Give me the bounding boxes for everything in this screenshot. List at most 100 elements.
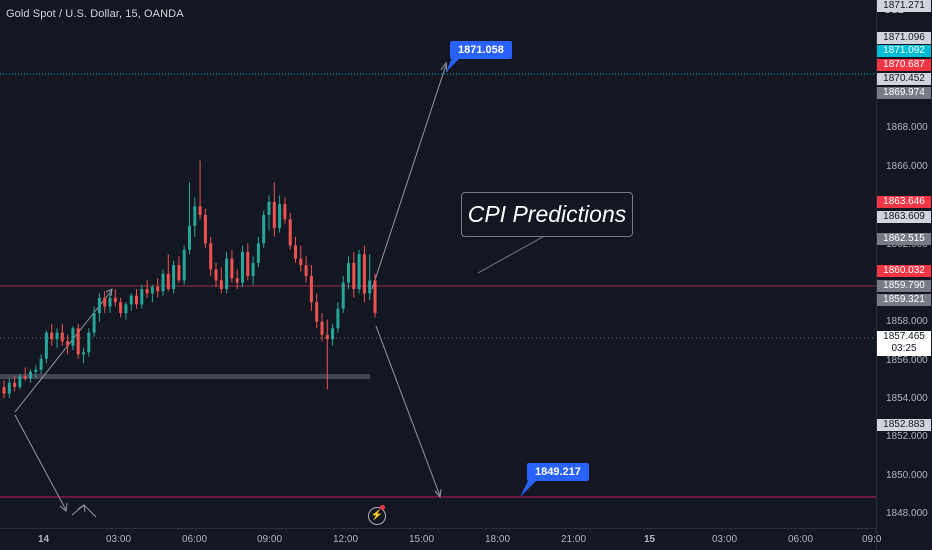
candle-body bbox=[92, 313, 96, 333]
time-axis-label: 15 bbox=[644, 534, 656, 545]
candle-body bbox=[309, 275, 313, 303]
candle-body bbox=[256, 243, 260, 263]
price-tag: 1852.883 bbox=[877, 419, 931, 431]
time-axis-label: 12:00 bbox=[333, 534, 359, 545]
price-axis-label: 1856.000 bbox=[886, 355, 928, 366]
candle-body bbox=[129, 295, 133, 305]
candle-body bbox=[156, 286, 160, 292]
candle-body bbox=[108, 297, 112, 307]
candle-body bbox=[362, 254, 366, 294]
price-axis-label: 1868.000 bbox=[886, 122, 928, 133]
last-price-box: 1857.465 03:25 bbox=[877, 331, 931, 356]
target-down-callout[interactable]: 1849.217 bbox=[527, 463, 589, 481]
price-tag: 1870.687 bbox=[877, 59, 931, 71]
arrow-up-line bbox=[371, 64, 447, 290]
candle-body bbox=[140, 289, 144, 305]
price-axis-label: 1848.000 bbox=[886, 508, 928, 519]
candle-body bbox=[161, 273, 165, 292]
candle-body bbox=[177, 265, 181, 281]
candle-body bbox=[76, 328, 80, 355]
price-tag: 1863.646 bbox=[877, 196, 931, 208]
candle-body bbox=[299, 258, 303, 266]
candle-body bbox=[50, 332, 54, 340]
price-axis-label: 1866.000 bbox=[886, 161, 928, 172]
candle-body bbox=[34, 369, 38, 372]
time-axis-label: 14 bbox=[38, 534, 50, 545]
arrow-early-down bbox=[14, 414, 67, 511]
candle-body bbox=[87, 332, 91, 353]
candle-body bbox=[347, 262, 350, 283]
time-axis-separator bbox=[0, 528, 876, 529]
candle-body bbox=[331, 328, 335, 340]
candle-body bbox=[325, 334, 329, 340]
candle-body bbox=[66, 341, 70, 346]
candle-body bbox=[272, 201, 276, 229]
candle-body bbox=[214, 269, 218, 281]
candle-body bbox=[283, 204, 287, 220]
candle-body bbox=[60, 332, 64, 342]
price-axis-label: 1850.000 bbox=[886, 470, 928, 481]
candle-body bbox=[188, 225, 191, 250]
notification-dot bbox=[380, 505, 385, 510]
price-tag: 1859.790 bbox=[877, 280, 931, 292]
price-tag: 1862.515 bbox=[877, 233, 931, 245]
callout-up-pointer bbox=[446, 58, 460, 72]
candle-body bbox=[23, 376, 27, 379]
price-axis-label: 1852.000 bbox=[886, 431, 928, 442]
candle-body bbox=[97, 297, 101, 314]
price-tag: 1860.032 bbox=[877, 265, 931, 277]
candle-body bbox=[71, 328, 75, 346]
price-tag: 1870.452 bbox=[877, 73, 931, 85]
candle-body bbox=[172, 265, 176, 290]
target-up-callout[interactable]: 1871.058 bbox=[450, 41, 512, 59]
time-axis-label: 21:00 bbox=[561, 534, 587, 545]
price-axis-label: 1858.000 bbox=[886, 316, 928, 327]
candle-body bbox=[150, 286, 154, 294]
candle-body bbox=[352, 262, 356, 290]
time-axis-label: 06:00 bbox=[182, 534, 208, 545]
candle-body bbox=[82, 352, 85, 355]
candle-body bbox=[39, 358, 43, 370]
callout-down-pointer bbox=[520, 481, 536, 497]
candle-body bbox=[219, 280, 223, 290]
bar-countdown: 03:25 bbox=[891, 343, 917, 354]
symbol-title: Gold Spot / U.S. Dollar, 15, OANDA bbox=[6, 8, 184, 20]
candle-body bbox=[2, 387, 6, 394]
arrow-early-up-head bbox=[105, 288, 113, 297]
candle-body bbox=[103, 297, 107, 307]
candle-body bbox=[262, 214, 266, 244]
candle-body bbox=[278, 204, 282, 229]
flash-icon[interactable]: ⚡ bbox=[368, 507, 386, 525]
time-axis-label: 15:00 bbox=[409, 534, 435, 545]
candle-body bbox=[198, 206, 202, 215]
candle-body bbox=[246, 252, 250, 276]
candle-body bbox=[203, 214, 207, 244]
candle-body bbox=[341, 282, 345, 309]
price-tag: 1871.271 bbox=[877, 0, 931, 12]
arrow-up-head bbox=[440, 61, 448, 73]
arrow-down-head bbox=[434, 488, 442, 499]
candle-body bbox=[182, 249, 186, 281]
candle-body bbox=[315, 302, 319, 322]
note-pointer bbox=[477, 233, 549, 274]
candle-body bbox=[373, 280, 377, 314]
arrow-early-up bbox=[14, 289, 113, 413]
time-axis-label: 03:00 bbox=[106, 534, 132, 545]
cpi-note[interactable]: CPI Predictions bbox=[461, 192, 633, 237]
candle-body bbox=[166, 273, 170, 290]
candle-body bbox=[320, 321, 324, 335]
candle-body bbox=[193, 206, 197, 226]
candle-body bbox=[124, 304, 128, 314]
candle-body bbox=[288, 219, 292, 246]
candle-body bbox=[135, 295, 138, 305]
arrow-down-line bbox=[375, 325, 441, 497]
price-axis-separator bbox=[876, 0, 877, 550]
price-tag: 1869.974 bbox=[877, 87, 931, 99]
candle-body bbox=[13, 382, 17, 388]
price-tag: 1871.096 bbox=[877, 32, 931, 44]
time-axis-label: 18:00 bbox=[485, 534, 511, 545]
candle-body bbox=[55, 332, 59, 340]
candle-body bbox=[241, 252, 244, 283]
